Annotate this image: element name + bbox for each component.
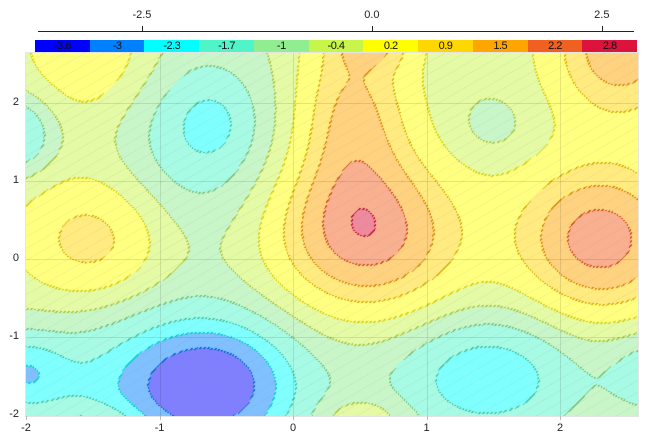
y-axis-tick-label: 1 bbox=[12, 174, 19, 186]
x-axis-tick bbox=[293, 416, 294, 420]
colorbar-swatch: 0.2 bbox=[363, 40, 419, 53]
colorbar-swatch: 0.9 bbox=[418, 40, 473, 53]
colorbar-swatch: -0.4 bbox=[308, 40, 364, 53]
colorbar-swatch: 2.8 bbox=[582, 40, 638, 53]
colorbar-swatch: -3.6 bbox=[35, 40, 90, 53]
colorbar-axis-tick bbox=[601, 26, 603, 31]
colorbar-swatch: -1.7 bbox=[199, 40, 254, 53]
x-axis-tick-label: 2 bbox=[556, 422, 564, 434]
y-axis-tick-label: 0 bbox=[12, 252, 19, 264]
x-axis-tick bbox=[426, 416, 428, 420]
gridline-horizontal bbox=[26, 103, 638, 104]
gridline-horizontal bbox=[26, 337, 638, 338]
colorbar-axis-line bbox=[38, 31, 634, 32]
gridline-horizontal bbox=[26, 259, 638, 260]
colorbar-axis-tick bbox=[141, 26, 143, 31]
colorbar-swatch: 1.5 bbox=[472, 40, 528, 53]
colorbar-axis-tick-label: 2.5 bbox=[594, 9, 610, 21]
x-axis-tick-label: -1 bbox=[154, 422, 165, 434]
x-axis-tick bbox=[26, 416, 27, 420]
colorbar-axis-tick bbox=[371, 26, 373, 31]
gridline-vertical bbox=[293, 53, 294, 416]
y-axis-tick-label: -2 bbox=[9, 408, 19, 420]
x-axis-tick-label: -2 bbox=[21, 422, 31, 434]
x-axis-tick-label: 1 bbox=[423, 422, 430, 434]
x-axis-tick-label: 0 bbox=[289, 422, 297, 434]
colorbar-swatch: -3 bbox=[89, 40, 145, 53]
hatch-overlay bbox=[26, 53, 638, 416]
colorbar-swatch: 2.2 bbox=[527, 40, 583, 53]
gridline-vertical bbox=[426, 53, 428, 416]
colorbar-swatch: -2.3 bbox=[144, 40, 200, 53]
gridline-horizontal bbox=[26, 181, 638, 182]
colorbar-axis-tick-label: -2.5 bbox=[132, 9, 152, 21]
y-axis-tick-label: 2 bbox=[12, 96, 19, 108]
colorbar-legend: -3.6 -3 -2.3 -1.7 -1 -0.4 0.2 0.9 1.5 2.2 2.8 bbox=[35, 40, 638, 53]
colorbar-axis-tick-label: 0.0 bbox=[364, 9, 380, 21]
contour-fill bbox=[26, 53, 638, 416]
y-axis-tick-label: -1 bbox=[9, 330, 19, 342]
x-axis-tick bbox=[560, 416, 561, 420]
gridline-vertical bbox=[560, 53, 561, 416]
contour-plot-area bbox=[25, 52, 639, 417]
x-axis-tick bbox=[159, 416, 161, 420]
colorbar-swatch: -1 bbox=[253, 40, 309, 53]
gridline-vertical bbox=[159, 53, 161, 416]
